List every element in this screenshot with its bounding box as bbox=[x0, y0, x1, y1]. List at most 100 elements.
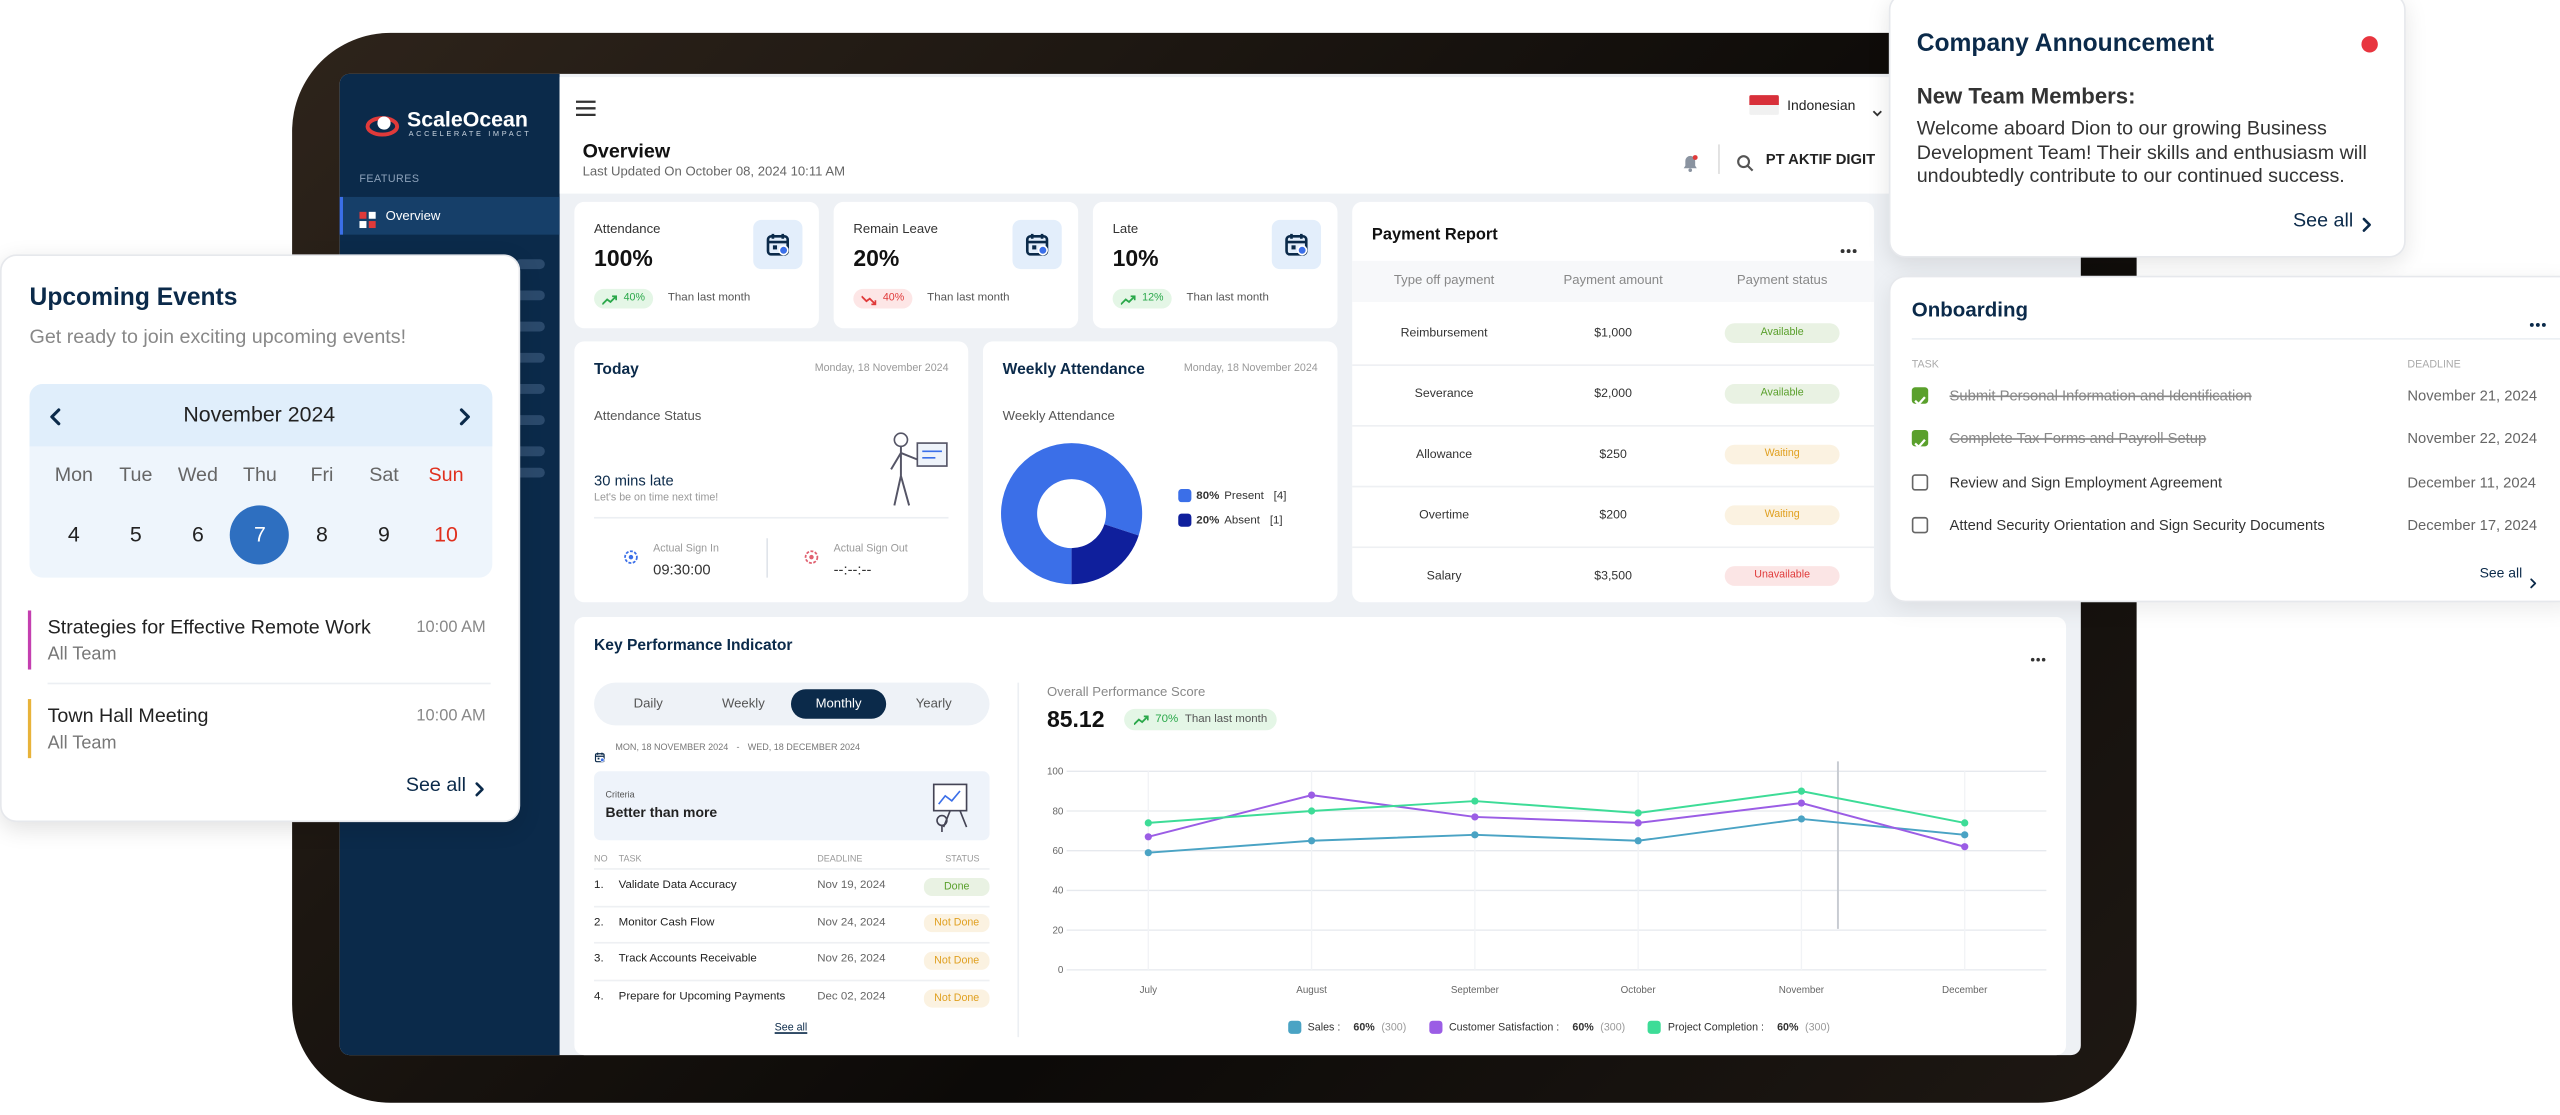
calendar-day[interactable]: 4 bbox=[67, 521, 80, 547]
nav-item[interactable]: Overview bbox=[385, 208, 441, 224]
see-all-link[interactable]: See all bbox=[405, 772, 467, 796]
more-button[interactable] bbox=[2529, 307, 2547, 327]
period-tab[interactable]: Weekly bbox=[721, 695, 765, 711]
pie-title: Weekly Attendance bbox=[1002, 408, 1115, 424]
payment-type: Salary bbox=[1426, 567, 1462, 583]
sign-icon bbox=[624, 543, 639, 564]
legend-name: Project Completion bbox=[1668, 1022, 1764, 1033]
date-separator bbox=[736, 743, 739, 753]
today-divider bbox=[594, 516, 949, 519]
criteria-value: Better than more bbox=[605, 804, 718, 821]
calendar-day[interactable]: 7 bbox=[253, 521, 266, 547]
column-header: TASK bbox=[1911, 359, 1939, 371]
stat-icon bbox=[1012, 219, 1062, 270]
legend-share: 60% bbox=[1353, 1021, 1375, 1034]
legend-name: Absent bbox=[1224, 514, 1261, 526]
task-checkbox[interactable] bbox=[1911, 430, 1929, 449]
status-pill: Waiting bbox=[1724, 444, 1840, 465]
task-checkbox[interactable] bbox=[1911, 387, 1929, 406]
task-status: Not Done bbox=[923, 951, 990, 970]
kpi-title: Key Performance Indicator bbox=[594, 636, 793, 655]
task-status: Done bbox=[923, 877, 990, 896]
announcement-heading: New Team Members: bbox=[1916, 83, 2136, 109]
task-deadline: December 17, 2024 bbox=[2407, 516, 2538, 534]
next-month[interactable] bbox=[455, 405, 475, 426]
language[interactable]: Indonesian bbox=[1787, 96, 1856, 114]
row-divider bbox=[594, 868, 990, 870]
stat-value: 10% bbox=[1112, 244, 1159, 271]
legend-count: [4] bbox=[1273, 489, 1287, 502]
calendar-day[interactable]: 9 bbox=[378, 521, 390, 547]
criteria-label: Criteria bbox=[605, 790, 635, 801]
period-tab[interactable]: Yearly bbox=[915, 695, 952, 711]
change-value: 40% bbox=[882, 292, 905, 304]
date-to: WED, 18 DECEMBER 2024 bbox=[747, 743, 861, 754]
nav-placeholder bbox=[515, 321, 545, 332]
task-checkbox[interactable] bbox=[1911, 516, 1929, 534]
sign-time: 09:30:00 bbox=[653, 561, 711, 578]
brand: ScaleOcean bbox=[406, 106, 528, 132]
payment-amount: $1,000 bbox=[1594, 324, 1632, 340]
stat-label: Remain Leave bbox=[853, 221, 939, 237]
payment-type: Allowance bbox=[1416, 446, 1473, 462]
stat-label: Late bbox=[1112, 221, 1139, 237]
trend-arrow bbox=[860, 294, 877, 306]
nav-placeholder bbox=[515, 384, 545, 394]
header-divider bbox=[1718, 144, 1720, 174]
sign-icon bbox=[804, 543, 819, 564]
calendar-day[interactable]: 5 bbox=[129, 521, 142, 547]
events-subtitle: Get ready to join exciting upcoming even… bbox=[29, 324, 407, 348]
event-accent bbox=[27, 610, 32, 670]
see-all-link[interactable]: See all bbox=[2479, 564, 2523, 581]
task-deadline: November 22, 2024 bbox=[2407, 430, 2538, 447]
notification-bell[interactable] bbox=[1682, 151, 1698, 172]
legend-value: 20% bbox=[1196, 514, 1220, 526]
status-pill: Waiting bbox=[1724, 505, 1840, 526]
score-change: 70% Than last month bbox=[1124, 708, 1278, 731]
flag bbox=[1749, 95, 1779, 115]
period-tab[interactable]: Monthly bbox=[790, 689, 887, 719]
calendar-day[interactable]: 8 bbox=[316, 521, 328, 547]
legend-name: Sales bbox=[1308, 1022, 1341, 1033]
more-button[interactable] bbox=[1840, 233, 1858, 254]
change-value: 40% bbox=[623, 292, 645, 304]
task-no: 2. bbox=[594, 916, 604, 929]
stat-icon bbox=[753, 219, 803, 270]
date-from: MON, 18 NOVEMBER 2024 bbox=[615, 743, 729, 754]
menu-button[interactable] bbox=[576, 95, 596, 117]
more-button[interactable] bbox=[2030, 642, 2046, 662]
task-no: 4. bbox=[594, 991, 604, 1003]
announcement-title: Company Announcement bbox=[1916, 29, 2214, 58]
stat-value: 100% bbox=[594, 244, 653, 271]
status-pill: Unavailable bbox=[1724, 566, 1840, 586]
row-divider bbox=[594, 979, 990, 982]
see-all-link[interactable]: See all bbox=[2293, 208, 2354, 232]
change-value: 12% bbox=[1142, 292, 1164, 304]
search-icon[interactable] bbox=[1736, 151, 1754, 172]
nav-placeholder bbox=[515, 446, 545, 457]
calendar-day[interactable]: 10 bbox=[434, 521, 458, 547]
status-hint: Let's be on time next time! bbox=[594, 492, 719, 504]
event-audience: All Team bbox=[47, 733, 117, 754]
prev-month[interactable] bbox=[46, 405, 66, 426]
trend-arrow bbox=[1120, 294, 1136, 306]
legend-item: Sales 60% (300) bbox=[1287, 1020, 1406, 1034]
column-header: NO bbox=[594, 854, 608, 865]
column-header: Type off payment bbox=[1393, 272, 1495, 288]
legend-swatch bbox=[1178, 513, 1192, 527]
task-deadline: Dec 02, 2024 bbox=[817, 991, 886, 1003]
see-all-link[interactable]: See all bbox=[774, 1022, 808, 1034]
period-tab[interactable]: Daily bbox=[633, 695, 663, 711]
change-note: Than last month bbox=[667, 292, 751, 304]
see-all-chevron bbox=[2527, 568, 2538, 589]
table-header-bg bbox=[1352, 260, 1875, 302]
task-no: 3. bbox=[594, 954, 604, 966]
task-checkbox[interactable] bbox=[1911, 473, 1929, 491]
change-pill: 40% bbox=[594, 288, 654, 309]
score-value: 85.12 bbox=[1046, 705, 1105, 732]
last-updated: Last Updated On October 08, 2024 10:11 A… bbox=[582, 164, 846, 179]
legend-swatch bbox=[1178, 489, 1192, 503]
calendar-day[interactable]: 6 bbox=[191, 521, 204, 547]
weekday: Sun bbox=[428, 462, 464, 486]
